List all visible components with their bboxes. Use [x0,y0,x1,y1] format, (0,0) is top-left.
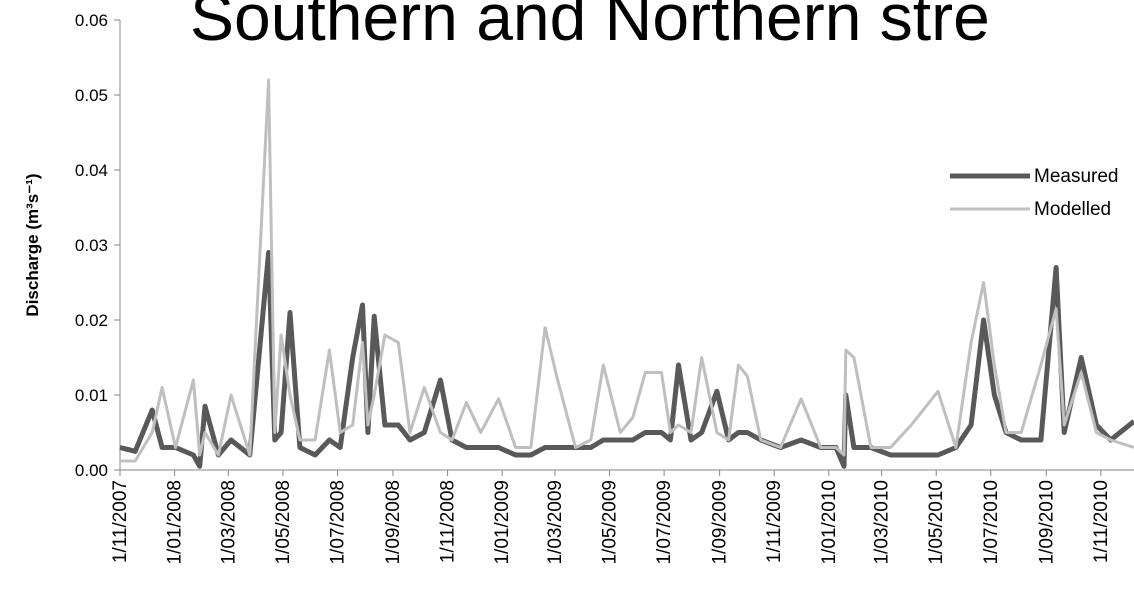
legend-label: Modelled [1034,199,1111,220]
x-tick-label: 1/03/2008 [218,480,239,565]
x-tick-label: 1/11/2008 [438,480,459,563]
x-tick-label: 1/07/2008 [327,480,348,565]
y-axis-label: Discharge (m³s⁻¹) [23,173,42,316]
series-line [119,250,1134,469]
series-line [120,78,1134,463]
y-tick-label: 0.01 [75,386,108,405]
legend-label: Measured [1034,166,1119,187]
x-tick-label: 1/07/2010 [981,480,1002,565]
x-tick-label: 1/09/2008 [383,480,404,565]
x-tick-label: 1/03/2009 [545,480,566,565]
x-tick-label: 1/05/2008 [273,480,294,565]
y-tick-label: 0.02 [75,311,108,330]
x-tick-label: 1/11/2007 [110,480,131,563]
y-tick-label: 0.04 [75,161,108,180]
x-tick-label: 1/09/2010 [1036,480,1057,565]
x-tick-label: 1/01/2008 [165,480,186,565]
x-tick-label: 1/05/2010 [926,480,947,565]
x-tick-label: 1/07/2009 [654,480,675,565]
y-tick-label: 0.06 [75,11,108,30]
x-tick-label: 1/11/2009 [764,480,785,563]
chart-title: Southern and Northern stre [190,0,990,54]
x-tick-label: 1/05/2009 [600,480,621,565]
x-tick-label: 1/01/2009 [492,480,513,565]
x-tick-label: 1/11/2010 [1091,480,1112,563]
y-tick-label: 0.03 [75,236,108,255]
y-tick-label: 0.00 [75,461,108,480]
y-tick-label: 0.05 [75,86,108,105]
x-tick-label: 1/09/2009 [710,480,731,565]
x-tick-label: 1/01/2010 [819,480,840,565]
x-tick-label: 1/03/2010 [872,480,893,565]
